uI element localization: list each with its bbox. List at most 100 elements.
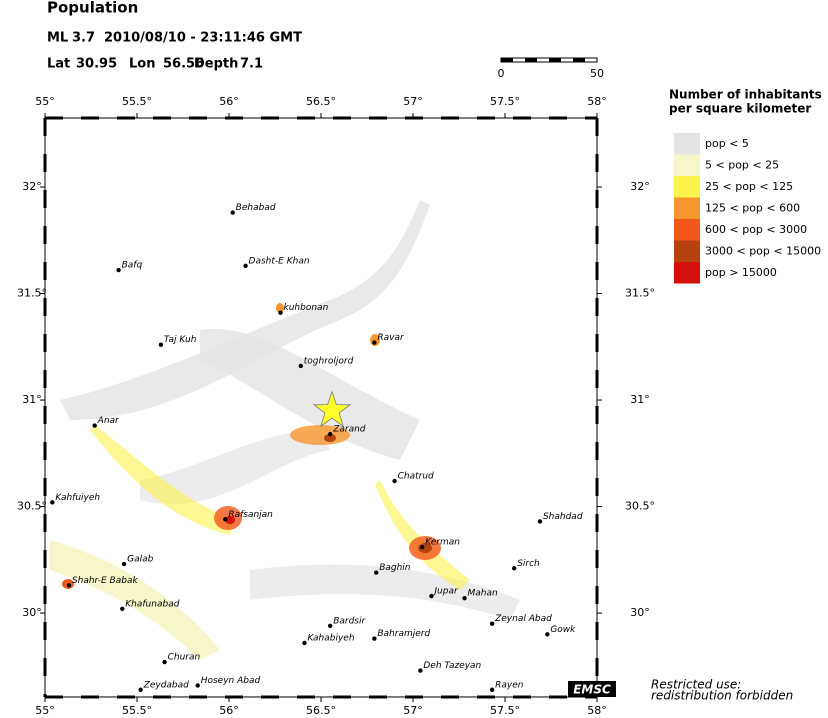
city-dot — [223, 517, 228, 522]
x-tick-label: 58° — [587, 704, 607, 717]
city-dot — [372, 340, 377, 345]
city-dot — [374, 570, 379, 575]
lon: 56.56 — [163, 57, 204, 72]
depth: 7.1 — [240, 57, 263, 72]
x-tick-label: 56.5° — [306, 704, 336, 717]
city-dot — [418, 668, 423, 673]
city-label: Anar — [97, 416, 120, 426]
magnitude: 3.7 — [72, 31, 95, 46]
lon-label: Lon — [129, 57, 155, 72]
city-label: Bafq — [122, 261, 143, 271]
city-dot — [489, 687, 495, 692]
city-label: Deh Tazeyan — [423, 661, 481, 671]
city-label: toghroljord — [304, 356, 354, 366]
scale-bar: 0 50 — [498, 57, 604, 80]
city-dot — [512, 566, 517, 571]
city-dot — [462, 595, 467, 601]
city-dot — [489, 621, 495, 626]
city-dot — [420, 544, 425, 550]
city-label: Behabad — [236, 203, 276, 213]
y-tick-label: 32° — [630, 180, 650, 193]
magnitude-label: ML — [47, 31, 68, 46]
city-label: Zarand — [332, 425, 366, 435]
city-dot — [545, 632, 550, 637]
city-dot — [138, 687, 143, 692]
city-dot — [278, 310, 283, 315]
city-label: kuhbonan — [284, 303, 329, 313]
city-label: Churan — [168, 653, 201, 663]
city-label: Bardsir — [333, 616, 366, 626]
lat: 30.95 — [76, 57, 117, 72]
frame-dashes — [43, 116, 599, 699]
city-label: Kahabiyeh — [307, 633, 354, 643]
city-dot — [116, 267, 121, 273]
legend-swatch — [674, 262, 700, 284]
city-label: Taj Kuh — [164, 335, 197, 345]
city-dot — [66, 583, 72, 588]
city-dot — [328, 623, 333, 629]
legend-swatch — [674, 240, 700, 262]
y-tick-label: 30.5° — [625, 500, 655, 513]
city-label: Galab — [127, 555, 154, 565]
city-dot — [120, 606, 125, 612]
legend-swatch — [674, 197, 700, 219]
city-dot — [92, 423, 97, 428]
x-tick-label: 58° — [587, 95, 607, 108]
scale-label: 50 — [590, 67, 604, 80]
legend-label: 600 < pop < 3000 — [705, 223, 807, 236]
y-tick-label: 30° — [630, 606, 650, 619]
y-tick-label: 31.5° — [625, 287, 655, 300]
legend-swatch — [674, 133, 700, 155]
city-dot — [429, 593, 434, 599]
badge-box — [568, 681, 616, 697]
city-dot — [50, 500, 55, 505]
y-tick-label: 32° — [22, 180, 42, 193]
notice: redistribution forbidden — [651, 689, 793, 703]
city-dot — [328, 431, 333, 437]
city-label: Mahan — [468, 589, 498, 599]
scale-label: 0 — [498, 67, 505, 80]
y-tick-label: 30.5° — [17, 500, 47, 513]
city-dot — [302, 640, 307, 646]
x-tick-label: 55° — [35, 704, 55, 717]
city-label: Dasht-E Khan — [249, 256, 310, 266]
city-dot — [230, 210, 235, 215]
legend-label: pop < 5 — [705, 137, 749, 150]
depth-label: Depth — [194, 57, 238, 72]
city-dot — [121, 561, 127, 567]
x-tick-label: 56.5° — [306, 95, 336, 108]
city-dot — [537, 519, 543, 524]
city-dot — [243, 263, 248, 269]
city-label: Zeynal Abad — [494, 614, 552, 624]
city-label: Shahdad — [543, 512, 583, 522]
city-label: Rafsanjan — [228, 510, 273, 520]
city-dot — [392, 478, 397, 484]
legend-swatch — [674, 176, 700, 198]
legend-label: 25 < pop < 125 — [705, 180, 793, 193]
epicenter-star — [312, 390, 352, 428]
legend-label: 3000 < pop < 15000 — [705, 245, 821, 258]
city-dot — [158, 342, 164, 347]
legend-label: 5 < pop < 25 — [705, 159, 779, 172]
city-label: Hoseyn Abad — [201, 676, 261, 686]
badge: EMSC — [573, 683, 611, 697]
x-tick-label: 56° — [219, 95, 239, 108]
x-tick-label: 56° — [219, 704, 239, 717]
x-tick-label: 55.5° — [122, 704, 152, 717]
city-label: Gowk — [550, 625, 576, 635]
datetime: 2010/08/10 - 23:11:46 GMT — [104, 31, 302, 46]
legend-swatch — [674, 154, 700, 176]
city-dot — [372, 636, 377, 641]
x-tick-label: 55° — [35, 95, 55, 108]
city-dot — [298, 363, 303, 369]
y-tick-label: 31.5° — [17, 287, 47, 300]
population-shading — [50, 200, 520, 660]
legend-title: per square kilometer — [669, 102, 811, 116]
x-tick-label: 57.5° — [490, 704, 520, 717]
city-label: Rayen — [495, 680, 524, 690]
city-label: Bahramjerd — [377, 629, 430, 639]
y-tick-label: 31° — [22, 393, 42, 406]
legend-label: 125 < pop < 600 — [705, 202, 800, 215]
title: Population — [47, 0, 138, 17]
city-label: Ravar — [377, 333, 405, 343]
